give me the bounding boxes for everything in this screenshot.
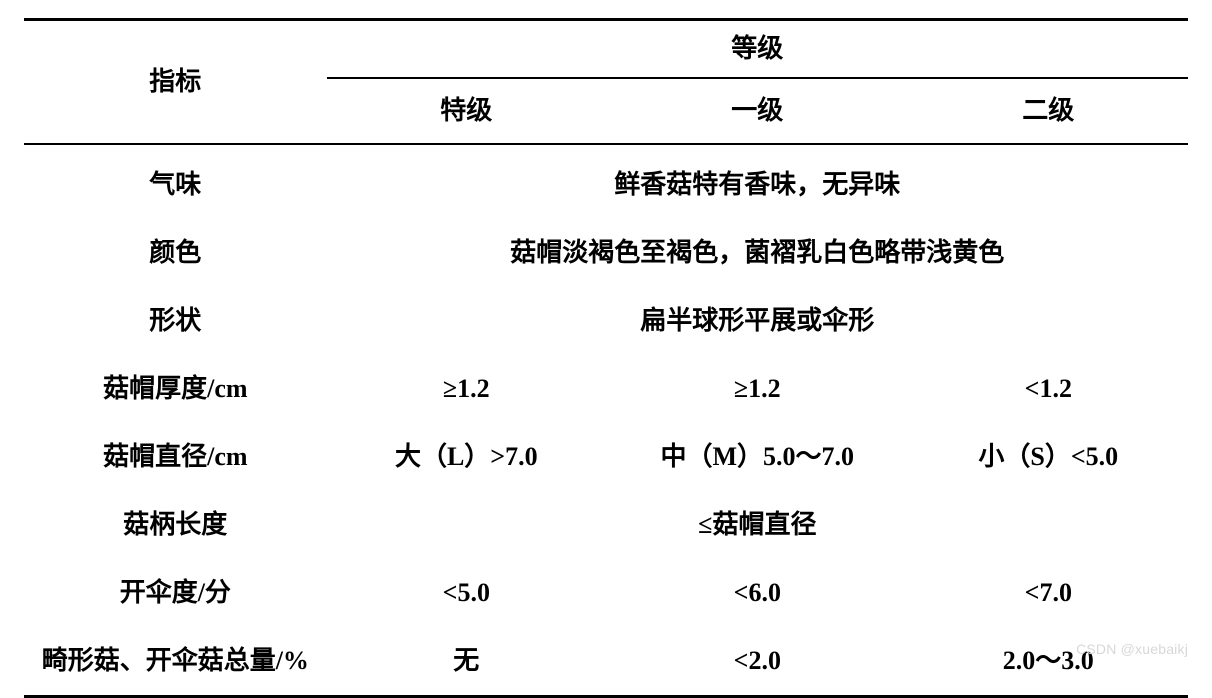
row-label: 畸形菇、开伞菇总量/% <box>24 627 327 697</box>
table-row: 菇帽厚度/cm≥1.2≥1.2<1.2 <box>24 355 1188 423</box>
row-value-span: 扁半球形平展或伞形 <box>327 287 1188 355</box>
row-label: 颜色 <box>24 219 327 287</box>
row-cell: 小（S）<5.0 <box>909 423 1188 491</box>
grade-table: 指标 等级 特级 一级 二级 气味鲜香菇特有香味，无异味颜色菇帽淡褐色至褐色，菌… <box>24 18 1188 698</box>
table-row: 开伞度/分<5.0<6.0<7.0 <box>24 559 1188 627</box>
row-cell: 2.0～3.0 <box>909 627 1188 697</box>
row-label: 气味 <box>24 145 327 219</box>
row-cell: 大（L）>7.0 <box>327 423 606 491</box>
row-cell: 中（M）5.0～7.0 <box>606 423 909 491</box>
row-label: 菇柄长度 <box>24 491 327 559</box>
table-row: 畸形菇、开伞菇总量/%无<2.02.0～3.0 <box>24 627 1188 697</box>
row-cell: <2.0 <box>606 627 909 697</box>
row-cell: ≥1.2 <box>327 355 606 423</box>
header-sub-1: 一级 <box>606 79 909 144</box>
row-cell: <5.0 <box>327 559 606 627</box>
row-cell: <1.2 <box>909 355 1188 423</box>
row-value-span: 菇帽淡褐色至褐色，菌褶乳白色略带浅黄色 <box>327 219 1188 287</box>
row-value-span: 鲜香菇特有香味，无异味 <box>327 145 1188 219</box>
table-row: 菇帽直径/cm大（L）>7.0中（M）5.0～7.0小（S）<5.0 <box>24 423 1188 491</box>
watermark-text: CSDN @xuebaikj <box>1076 641 1188 657</box>
row-label: 菇帽厚度/cm <box>24 355 327 423</box>
row-value-span: ≤菇帽直径 <box>327 491 1188 559</box>
header-sub-2: 二级 <box>909 79 1188 144</box>
row-label: 菇帽直径/cm <box>24 423 327 491</box>
row-label: 形状 <box>24 287 327 355</box>
row-cell: <6.0 <box>606 559 909 627</box>
table-row: 颜色菇帽淡褐色至褐色，菌褶乳白色略带浅黄色 <box>24 219 1188 287</box>
header-group-label: 等级 <box>327 21 1188 78</box>
row-cell: 无 <box>327 627 606 697</box>
row-label: 开伞度/分 <box>24 559 327 627</box>
table-row: 形状扁半球形平展或伞形 <box>24 287 1188 355</box>
row-cell: ≥1.2 <box>606 355 909 423</box>
header-row-label: 指标 <box>24 21 327 144</box>
header-sub-0: 特级 <box>327 79 606 144</box>
row-cell: <7.0 <box>909 559 1188 627</box>
table-row: 菇柄长度≤菇帽直径 <box>24 491 1188 559</box>
table-row: 气味鲜香菇特有香味，无异味 <box>24 145 1188 219</box>
